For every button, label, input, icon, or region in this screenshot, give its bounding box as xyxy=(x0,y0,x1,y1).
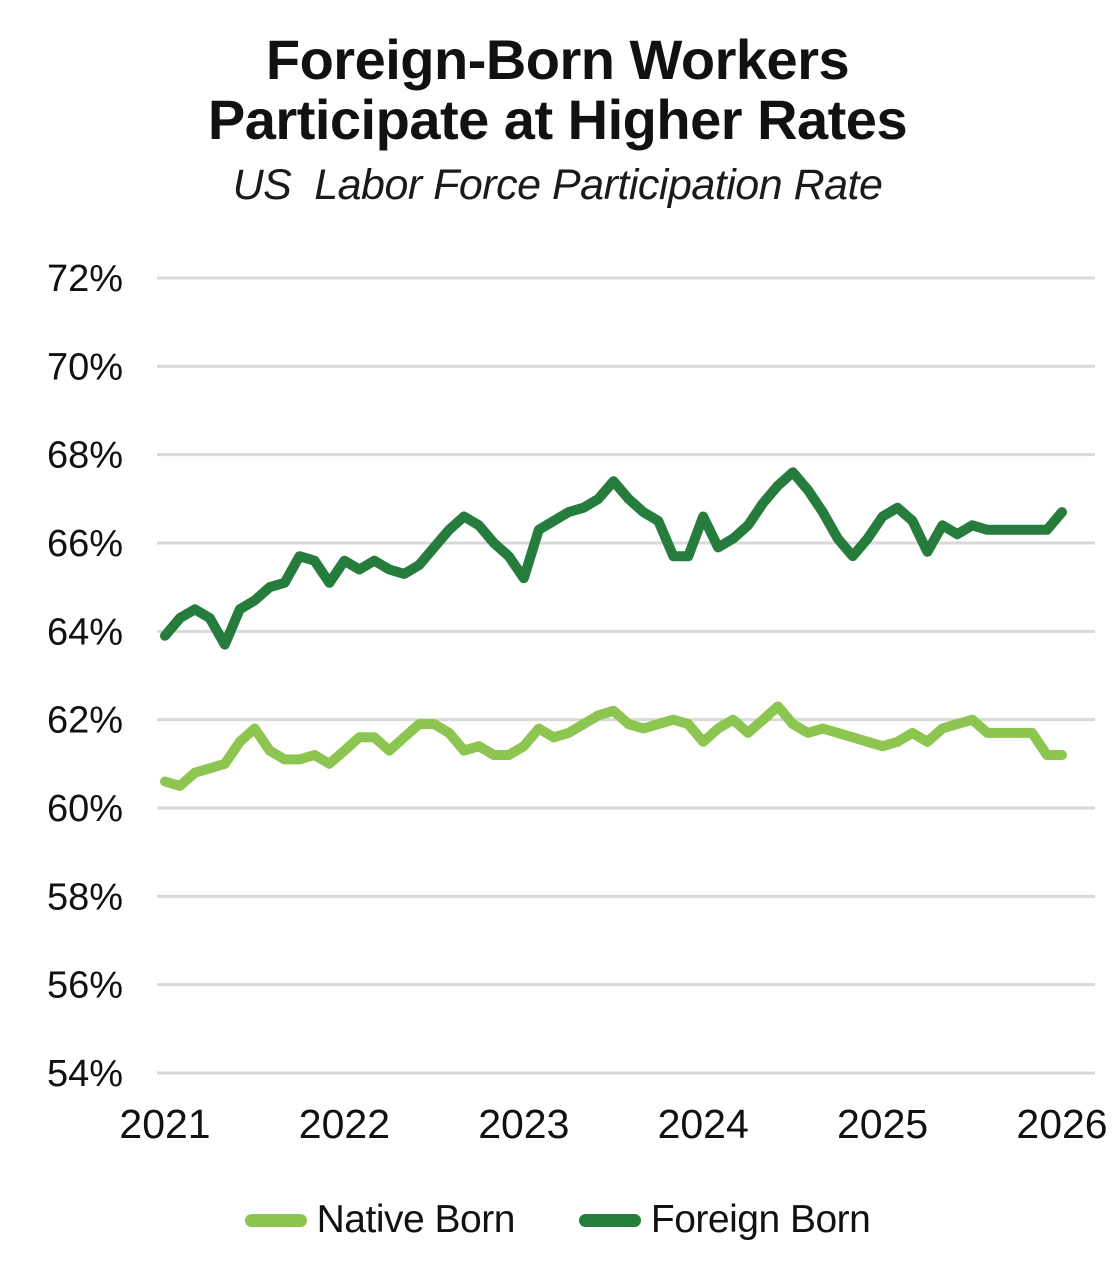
legend-item-foreign-born: Foreign Born xyxy=(578,1198,871,1242)
chart-title-line-1: Foreign-Born Workers xyxy=(265,28,850,91)
y-axis-tick-label: 66% xyxy=(47,523,123,565)
x-axis-tick-label: 2025 xyxy=(837,1101,928,1147)
chart-title-line-2: Participate at Higher Rates xyxy=(207,88,908,152)
x-axis-tick-label: 2026 xyxy=(1016,1101,1107,1147)
y-axis-tick-label: 62% xyxy=(47,700,123,742)
chart-header: Foreign-Born Workers Participate at High… xyxy=(0,28,1115,210)
y-axis-tick-label: 60% xyxy=(47,788,123,830)
legend-label-native-born: Native Born xyxy=(316,1198,516,1241)
chart-subtitle: US Labor Force Participation Rate xyxy=(232,160,883,209)
series-line-foreign-born xyxy=(160,467,1067,650)
x-axis-tick-label: 2024 xyxy=(658,1101,749,1147)
y-axis-tick-label: 58% xyxy=(47,876,123,918)
y-axis-tick-label: 70% xyxy=(47,346,123,388)
series-line-native-born xyxy=(160,701,1067,791)
x-axis-tick-label: 2023 xyxy=(478,1101,569,1147)
legend-swatch-foreign-born xyxy=(578,1213,641,1227)
legend-item-native-born: Native Born xyxy=(244,1198,516,1242)
y-axis-tick-label: 68% xyxy=(47,435,123,477)
legend: Native Born Foreign Born xyxy=(0,1188,1115,1252)
y-axis-tick-label: 64% xyxy=(47,611,123,653)
y-axis-tick-label: 56% xyxy=(47,965,123,1007)
legend-swatch-native-born xyxy=(244,1213,307,1227)
y-axis-tick-label: 54% xyxy=(47,1053,123,1095)
legend-label-foreign-born: Foreign Born xyxy=(650,1198,871,1241)
x-axis-tick-label: 2022 xyxy=(299,1101,390,1147)
x-axis-tick-label: 2021 xyxy=(119,1101,210,1147)
y-axis-tick-label: 72% xyxy=(47,258,123,300)
